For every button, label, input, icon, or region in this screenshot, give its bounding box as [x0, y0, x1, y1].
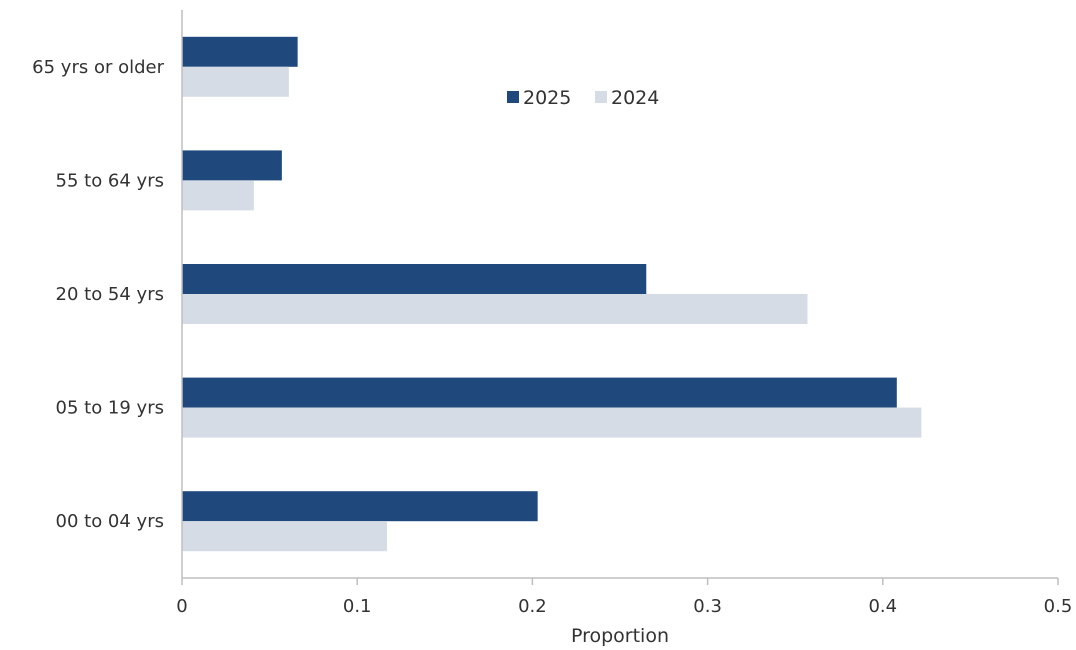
x-tick-label: 0.1	[343, 596, 372, 617]
category-label: 00 to 04 yrs	[56, 511, 164, 532]
legend-swatch-2024	[595, 91, 607, 103]
bar-2025-20-to-54-yrs	[182, 264, 647, 294]
x-axis-title: Proportion	[571, 625, 669, 647]
bars-group	[182, 36, 922, 552]
bar-2024-05-to-19-yrs	[182, 407, 922, 438]
x-tick-label: 0.2	[518, 596, 547, 617]
x-tick-label: 0.5	[1044, 596, 1073, 617]
legend-swatch-2025	[507, 91, 519, 103]
bar-2025-55-to-64-yrs	[182, 150, 282, 181]
legend-label-2025: 2025	[523, 87, 571, 109]
bar-2024-20-to-54-yrs	[182, 294, 808, 324]
bar-2025-05-to-19-yrs	[182, 377, 897, 408]
x-axis-ticks: 0 0.1 0.2 0.3 0.4 0.5	[176, 578, 1072, 617]
category-label: 20 to 54 yrs	[56, 284, 164, 305]
category-labels: 00 to 04 yrs 05 to 19 yrs 20 to 54 yrs 55 t…	[32, 57, 164, 532]
x-tick-label: 0.4	[868, 596, 897, 617]
x-tick-label: 0	[176, 596, 187, 617]
bar-2024-00-to-04-yrs	[182, 521, 387, 552]
category-label: 65 yrs or older	[32, 57, 164, 78]
bar-2025-65-yrs-or-older	[182, 36, 298, 67]
bar-2025-00-to-04-yrs	[182, 491, 538, 522]
legend: 2025 2024	[507, 87, 659, 109]
category-label: 55 to 64 yrs	[56, 170, 164, 191]
x-tick-label: 0.3	[693, 596, 722, 617]
bar-2024-65-yrs-or-older	[182, 66, 289, 97]
category-label: 05 to 19 yrs	[56, 398, 164, 419]
bar-2024-55-to-64-yrs	[182, 180, 254, 211]
legend-label-2024: 2024	[611, 87, 659, 109]
